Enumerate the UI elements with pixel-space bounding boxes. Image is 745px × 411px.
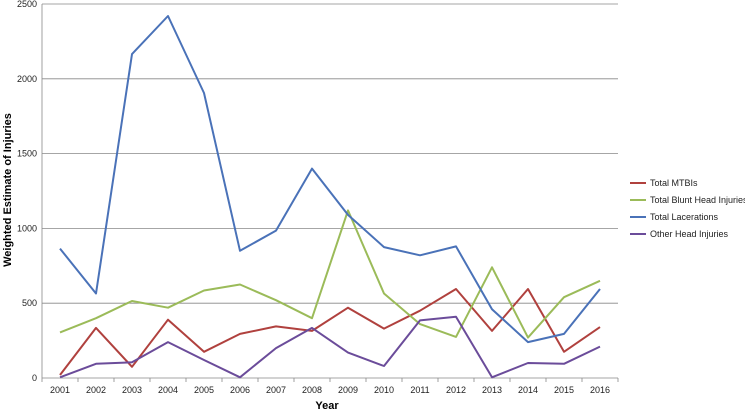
x-tick-labels: 2001 2002 2003 2004 2005 2006 2007 2008 2009 2010…	[41, 378, 619, 395]
y-tick-label: 1500	[17, 149, 37, 159]
x-tick-label: 2002	[86, 385, 106, 395]
x-tick-label: 2006	[230, 385, 250, 395]
series-lines	[59, 15, 601, 379]
x-tick-label: 2004	[158, 385, 178, 395]
y-tick-label: 0	[32, 373, 37, 383]
y-tick-label: 500	[22, 298, 37, 308]
grid-lines	[41, 3, 618, 379]
x-tick-label: 2005	[194, 385, 214, 395]
x-tick-label: 2011	[410, 385, 429, 395]
y-tick-labels: 0 500 1000 1500 2000 2500	[17, 0, 37, 383]
x-tick-label: 2009	[338, 385, 358, 395]
y-tick-label: 2000	[17, 74, 37, 84]
x-tick-label: 2001	[50, 385, 70, 395]
x-tick-label: 2003	[122, 385, 142, 395]
x-tick-label: 2010	[374, 385, 394, 395]
y-tick-label: 1000	[17, 223, 37, 233]
legend-label: Total MTBIs	[650, 178, 698, 188]
series-line-4	[59, 315, 601, 379]
y-axis-title: Weighted Estimate of Injuries	[2, 113, 14, 267]
x-axis-title: Year	[315, 400, 339, 411]
x-tick-label: 2016	[590, 385, 610, 395]
x-tick-label: 2014	[518, 385, 538, 395]
x-tick-label: 2012	[446, 385, 466, 395]
series-line-1	[59, 288, 601, 376]
legend-label: Other Head Injuries	[650, 229, 729, 239]
legend-label: Total Blunt Head Injuries	[650, 195, 745, 205]
legend: Total MTBIs Total Blunt Head Injuries Tota…	[630, 178, 745, 239]
x-tick-label: 2013	[482, 385, 502, 395]
legend-label: Total Lacerations	[650, 212, 719, 222]
series-line-2	[59, 209, 601, 339]
y-tick-label: 2500	[17, 0, 37, 9]
x-tick-label: 2007	[266, 385, 286, 395]
series-line-3	[59, 15, 601, 344]
x-tick-label: 2008	[302, 385, 322, 395]
x-tick-label: 2015	[554, 385, 574, 395]
